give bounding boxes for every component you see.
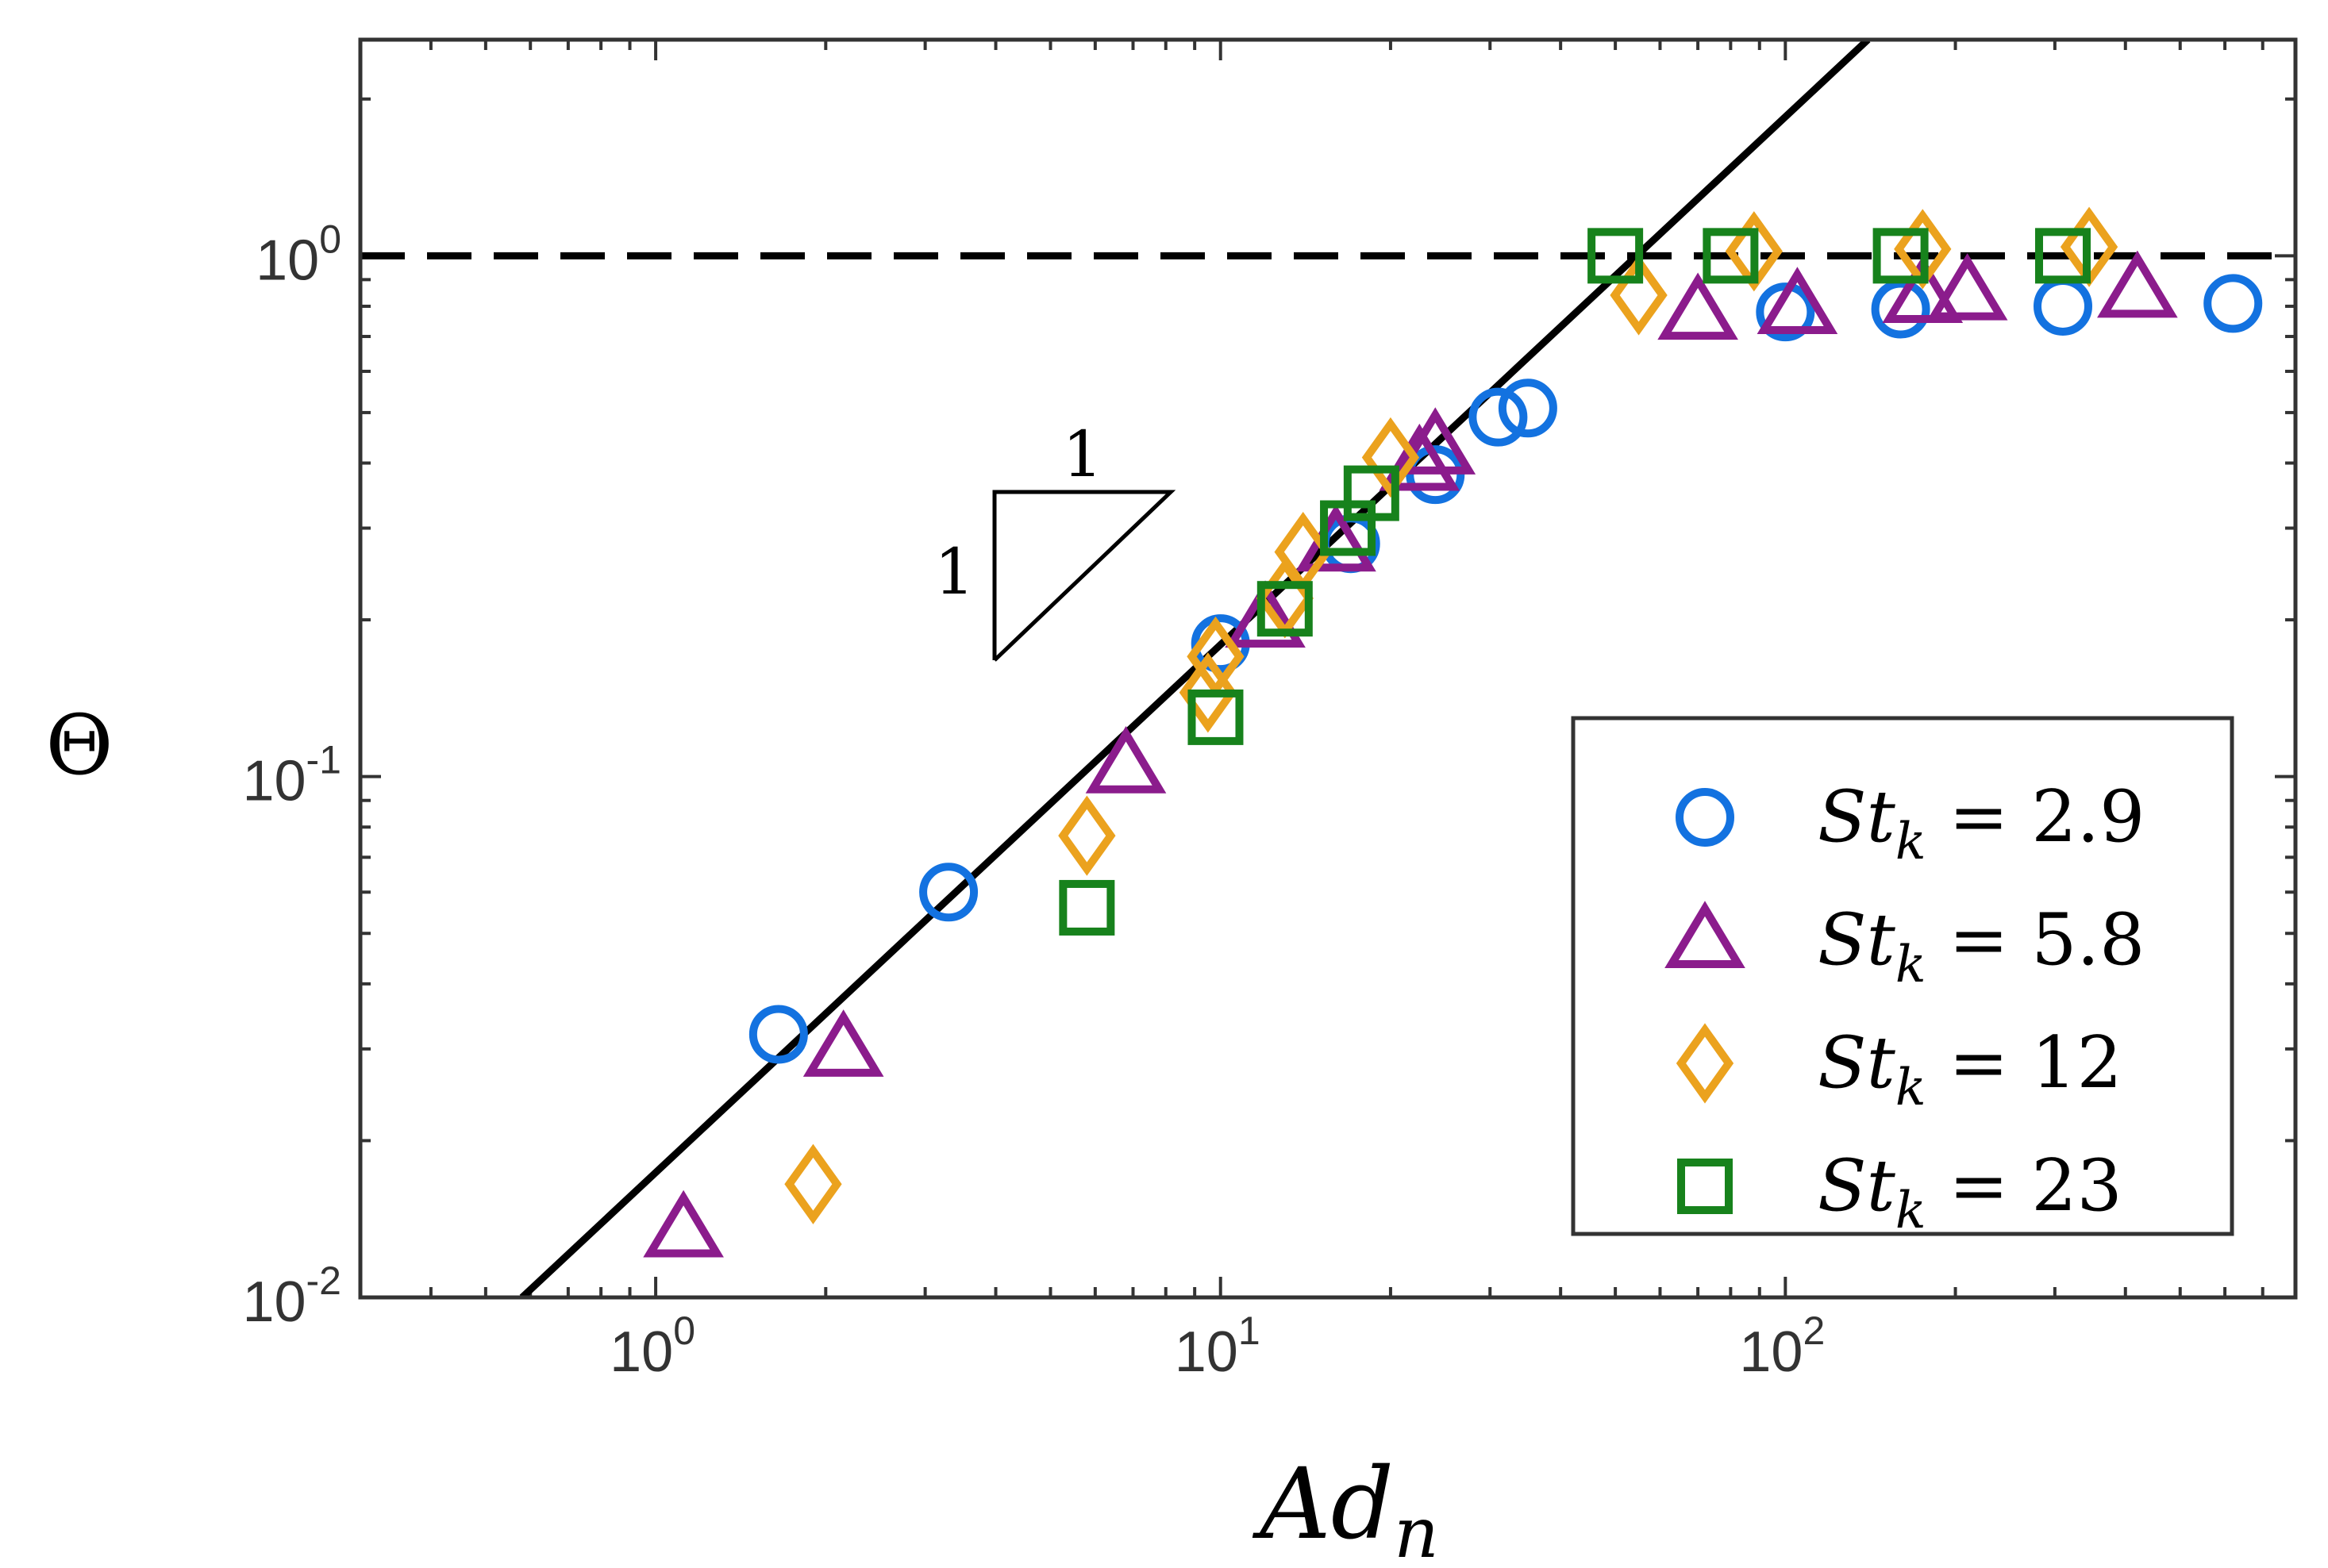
data-point-triangle [1225,580,1306,648]
data-point-square [1343,465,1399,521]
data-point-triangle [1379,423,1460,491]
y-tick-label: 10-2 [242,1259,341,1334]
data-point-diamond [1361,417,1420,498]
data-point-circle [1468,387,1528,447]
legend-label: Stk = 2.9 [1818,775,2145,871]
legend-marker-circle [1676,788,1734,847]
y-tick-label: 10-1 [242,738,341,813]
legend-label: Stk = 23 [1818,1144,2122,1240]
y-tick-labels: 10-2 10-1 100 [242,217,341,1334]
data-point-circle [2203,274,2263,333]
data-point-circle [1871,279,1930,339]
x-axis-label: Adn [1252,1447,1439,1568]
data-point-square [1872,228,1929,284]
slope-one-fit-line [519,40,1871,1297]
data-point-circle [748,1005,808,1064]
data-point-circle [1498,379,1557,438]
data-point-square [1703,228,1759,284]
x-tick-label: 101 [1175,1309,1260,1384]
data-point-triangle [1926,252,2008,321]
legend-marker-triangle [1664,901,1745,968]
x-tick-label: 100 [610,1309,695,1384]
data-point-square [2035,228,2091,284]
x-axis-label-subscript: n [1394,1492,1439,1568]
legend: Stk = 2.9 Stk = 5.8 Stk = 12 Stk = 23 [1571,716,2234,1240]
y-axis-label: Θ [45,697,113,794]
legend-marker-square [1677,1159,1733,1214]
legend-marker-diamond [1676,1023,1734,1104]
data-point-triangle [1657,272,1738,340]
data-point-square [1059,879,1115,936]
x-axis-label-base: Ad [1252,1447,1394,1562]
slope-triangle: 1 1 [934,417,1176,662]
data-point-circle [1406,445,1465,505]
data-point-triangle [1882,256,1964,324]
data-point-circle [919,863,979,922]
y-tick-label: 100 [256,217,341,292]
data-point-diamond [1058,795,1116,876]
data-point-triangle [1085,726,1167,794]
data-point-diamond [784,1143,842,1224]
data-point-triangle [2097,250,2178,318]
data-point-square [1187,689,1244,745]
data-point-triangle [643,1189,724,1258]
plot-frame [358,37,2298,1300]
data-point-triangle [1395,407,1476,475]
x-tick-label: 102 [1739,1309,1825,1384]
slope-triangle-run-label: 1 [1063,417,1103,491]
x-tick-labels: 100 101 102 [610,1309,1825,1384]
data-markers [643,206,2263,1258]
data-point-triangle [1757,267,1838,334]
legend-label: Stk = 12 [1818,1021,2122,1117]
data-point-diamond [1610,255,1668,336]
data-point-square [1587,228,1644,284]
data-point-diamond [1725,211,1783,292]
data-point-triangle [802,1009,884,1077]
data-point-circle [1756,282,1815,342]
slope-triangle-rise-label: 1 [934,535,975,609]
data-point-square [1256,581,1313,637]
legend-label: Stk = 5.8 [1818,898,2145,994]
